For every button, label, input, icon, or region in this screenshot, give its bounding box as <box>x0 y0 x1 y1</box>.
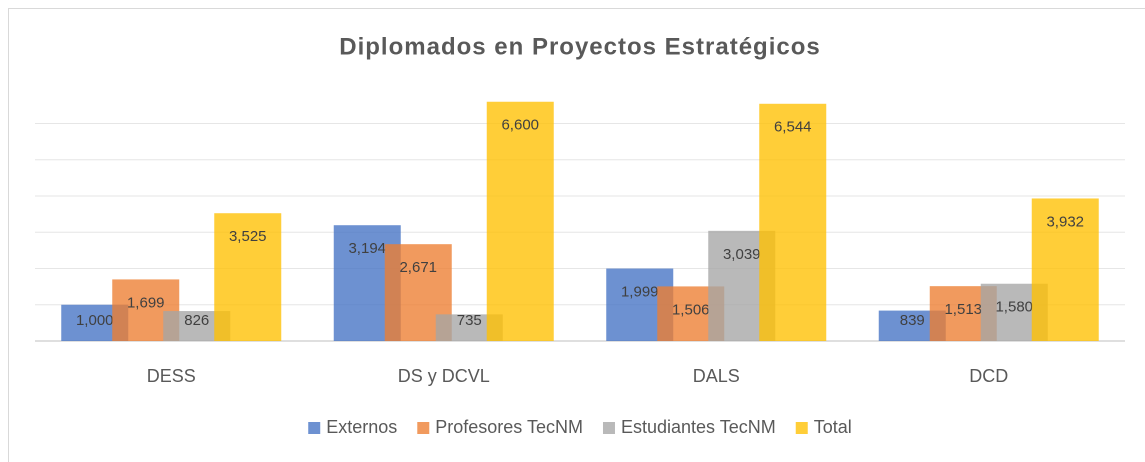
legend-item: Estudiantes TecNM <box>602 417 776 437</box>
x-tick-label: DESS <box>147 366 196 386</box>
data-label: 3,932 <box>1046 213 1084 230</box>
data-label: 1,506 <box>672 301 710 318</box>
data-label: 1,580 <box>995 299 1033 316</box>
legend-swatch <box>602 422 615 434</box>
bar <box>1031 198 1099 341</box>
chart-title: Diplomados en Proyectos Estratégicos <box>339 33 820 60</box>
data-label: 1,513 <box>944 301 982 318</box>
legend-swatch <box>308 422 321 434</box>
data-label: 735 <box>457 312 482 329</box>
data-label: 6,600 <box>501 117 539 134</box>
data-label: 826 <box>184 312 209 329</box>
data-label: 6,544 <box>774 119 812 136</box>
data-label: 1,699 <box>127 294 165 311</box>
data-label: 3,525 <box>229 228 267 245</box>
data-label: 3,194 <box>348 240 386 257</box>
data-label: 839 <box>900 312 925 329</box>
legend-label: Externos <box>326 417 397 437</box>
legend-swatch <box>795 422 808 434</box>
x-tick-label: DS y DCVL <box>398 366 490 386</box>
data-label: 2,671 <box>399 259 437 276</box>
legend-swatch <box>417 422 430 434</box>
data-label: 1,000 <box>76 312 114 329</box>
x-tick-label: DCD <box>969 366 1008 386</box>
data-label: 3,039 <box>723 246 761 263</box>
bar <box>486 101 554 341</box>
legend-label: Estudiantes TecNM <box>621 417 776 437</box>
legend-item: Profesores TecNM <box>417 417 583 437</box>
legend-item: Total <box>795 417 852 437</box>
data-label: 1,999 <box>621 284 659 301</box>
legend-label: Profesores TecNM <box>435 417 583 437</box>
bar <box>214 213 282 341</box>
chart-border <box>8 8 1145 462</box>
legend-label: Total <box>814 417 852 437</box>
x-tick-label: DALS <box>693 366 740 386</box>
legend-item: Externos <box>308 417 397 437</box>
bar <box>759 103 827 341</box>
